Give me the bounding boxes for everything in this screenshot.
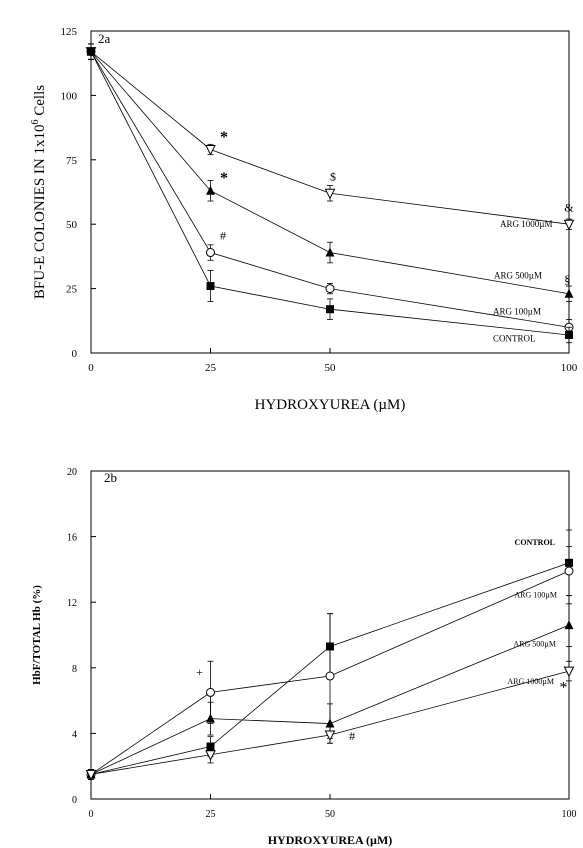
y-tick-label: 100 [61, 90, 78, 102]
square-marker [87, 47, 95, 56]
triangle-up-marker [325, 247, 335, 257]
annotation-mark: + [196, 665, 203, 679]
x-tick-label: 100 [561, 362, 578, 374]
series-label: ARG 500µM [494, 270, 542, 280]
x-tick-label: 25 [205, 362, 217, 374]
panel-label: 2b [104, 470, 117, 485]
series-arg-100-m [86, 546, 574, 780]
annotation-mark: * [559, 679, 567, 696]
y-tick-label: 12 [67, 598, 77, 609]
triangle-down-marker [324, 730, 336, 742]
series-label: CONTROL [493, 333, 536, 343]
series-line [90, 51, 570, 328]
square-marker [326, 305, 334, 314]
annotation-mark: $ [330, 169, 336, 183]
x-axis-title: HYDROXYUREA (µM) [255, 397, 406, 413]
triangle-down-marker [563, 666, 575, 678]
annotations: + # * [196, 665, 567, 743]
x-tick-label: 100 [562, 809, 577, 820]
series-group [85, 43, 575, 344]
annotation-mark: § [564, 272, 570, 286]
triangle-down-marker [324, 188, 336, 200]
annotation-mark: * [220, 129, 228, 146]
y-tick-label: 50 [66, 219, 78, 231]
series-line [90, 562, 570, 775]
x-tick-label: 0 [88, 362, 94, 374]
y-tick-label: 0 [72, 795, 77, 806]
annotations: * * # $ & § [220, 129, 574, 287]
annotation-mark: * [220, 170, 228, 187]
circle-marker [564, 566, 574, 576]
panel-label: 2a [98, 31, 111, 46]
x-tick-label: 50 [325, 362, 337, 374]
circle-marker [206, 248, 215, 258]
x-tick-label: 25 [206, 809, 216, 820]
triangle-down-marker [205, 750, 216, 761]
triangle-up-marker [206, 713, 215, 723]
series-arg-1000-m [85, 660, 575, 781]
circle-marker [325, 671, 335, 681]
annotation-mark: & [564, 200, 574, 214]
circle-marker [206, 687, 215, 697]
series-label: ARG 500µM [513, 639, 556, 648]
series-line [90, 570, 570, 775]
square-marker [206, 282, 215, 291]
triangle-up-marker [564, 288, 574, 298]
annotation-mark: # [220, 229, 226, 243]
y-axis-ticks: 0 4 8 12 16 20 [67, 467, 96, 806]
y-axis-title-superscript: 6 [30, 120, 41, 125]
triangle-down-marker [85, 769, 97, 781]
triangle-down-marker [205, 144, 216, 156]
series-label: CONTROL [515, 538, 555, 547]
series-label: ARG 1000µM [500, 219, 552, 229]
triangle-down-marker [563, 219, 575, 231]
square-marker [565, 330, 573, 339]
series-labels: ARG 1000µM ARG 500µM ARG 100µM CONTROL [493, 219, 552, 344]
series-label: ARG 1000µM [507, 677, 554, 686]
y-tick-label: 8 [72, 664, 77, 675]
y-tick-label: 20 [67, 467, 77, 478]
series-group [85, 529, 575, 781]
series-labels: CONTROL ARG 100µM ARG 500µM ARG 1000µM [507, 538, 557, 686]
series-label: ARG 100µM [514, 590, 557, 599]
series-label: ARG 100µM [493, 306, 541, 316]
y-axis-title: HbF/TOTAL Hb (%) [31, 585, 43, 685]
series-control [87, 43, 573, 344]
x-axis-ticks: 0 25 50 100 [88, 348, 578, 374]
annotation-mark: # [349, 729, 355, 743]
x-axis-ticks: 0 25 50 100 [89, 794, 577, 820]
triangle-up-marker [206, 185, 215, 195]
series-line [90, 51, 570, 225]
series-line [90, 624, 570, 775]
circle-marker [325, 284, 335, 294]
y-tick-label: 125 [61, 26, 78, 38]
y-tick-label: 25 [66, 284, 78, 296]
triangle-up-marker [325, 718, 335, 728]
chart-2b: 2b 0 25 50 100 0 4 8 12 16 20 CONTROL ARG 100µM AR… [31, 467, 577, 847]
series-arg-1000-m [85, 43, 575, 231]
x-axis-title: HYDROXYUREA (µM) [268, 833, 393, 847]
y-axis-ticks: 0 25 50 75 100 125 [61, 26, 96, 360]
x-tick-label: 50 [325, 809, 335, 820]
y-axis-title: BFU-E COLONIES IN 1x106 Cells [30, 85, 48, 299]
triangle-up-marker [564, 620, 574, 630]
y-tick-label: 4 [72, 729, 77, 740]
y-tick-label: 75 [66, 155, 78, 167]
y-tick-label: 16 [67, 533, 77, 544]
x-tick-label: 0 [89, 809, 94, 820]
series-line [90, 670, 570, 775]
y-tick-label: 0 [72, 348, 78, 360]
series-line [90, 51, 570, 295]
series-line [90, 51, 570, 336]
